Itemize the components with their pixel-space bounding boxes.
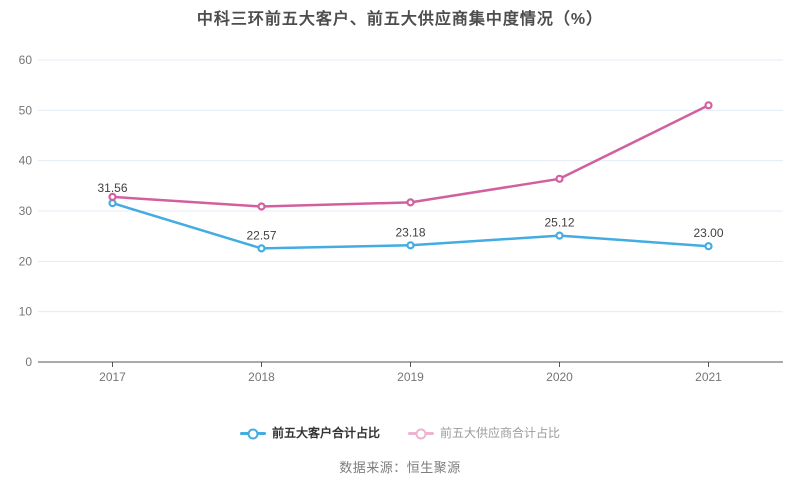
data-point-label: 25.12 — [544, 216, 574, 230]
legend-item-suppliers[interactable]: 前五大供应商合计占比 — [408, 427, 560, 440]
data-point-marker[interactable] — [108, 192, 117, 201]
y-axis-tick-label: 0 — [25, 355, 32, 369]
data-source-note: 数据来源：恒生聚源 — [339, 460, 461, 475]
data-point-label: 23.18 — [395, 225, 425, 239]
legend-ring-icon — [247, 428, 259, 439]
data-point-marker[interactable] — [108, 199, 117, 208]
x-axis-tick-label: 2020 — [546, 370, 573, 384]
data-point-marker[interactable] — [406, 198, 415, 207]
data-point-marker[interactable] — [555, 231, 564, 240]
data-point-marker[interactable] — [704, 101, 713, 110]
chart-legend: 前五大客户合计占比 前五大供应商合计占比 — [0, 427, 800, 440]
data-point-marker[interactable] — [704, 242, 713, 251]
data-point-label: 23.00 — [693, 226, 723, 240]
y-axis-tick-label: 40 — [19, 154, 33, 168]
y-axis-tick-label: 10 — [19, 305, 33, 319]
legend-item-customers[interactable]: 前五大客户合计占比 — [239, 426, 380, 440]
line-chart-plot-area: 0 10 20 30 40 50 60 2017 2018 2019 2020 2021 31.56 22… — [19, 53, 783, 384]
data-point-label: 22.57 — [246, 228, 276, 242]
legend-ring-icon — [415, 428, 427, 439]
data-point-marker[interactable] — [257, 244, 266, 253]
y-axis-tick-label: 50 — [19, 103, 33, 117]
data-point-marker[interactable] — [257, 202, 266, 211]
series-line-1[interactable] — [111, 104, 710, 208]
x-axis-tick-label: 2018 — [248, 370, 275, 384]
legend-label-suppliers: 前五大供应商合计占比 — [440, 426, 561, 440]
x-axis-tick-label: 2021 — [695, 370, 722, 384]
data-point-label: 31.56 — [97, 181, 127, 195]
legend-label-customers: 前五大客户合计占比 — [271, 426, 380, 440]
data-point-marker[interactable] — [555, 174, 564, 183]
chart-title: 中科三环前五大客户、前五大供应商集中度情况（%） — [196, 11, 604, 28]
y-axis-tick-label: 60 — [19, 53, 33, 67]
x-axis-tick-label: 2017 — [99, 370, 126, 384]
x-axis-tick-label: 2019 — [397, 370, 424, 384]
line-circle-marker-icon — [239, 427, 266, 440]
y-axis-tick-label: 20 — [19, 254, 33, 268]
y-axis-tick-label: 30 — [19, 204, 33, 218]
line-circle-marker-icon — [408, 427, 434, 440]
data-point-marker[interactable] — [406, 241, 415, 250]
